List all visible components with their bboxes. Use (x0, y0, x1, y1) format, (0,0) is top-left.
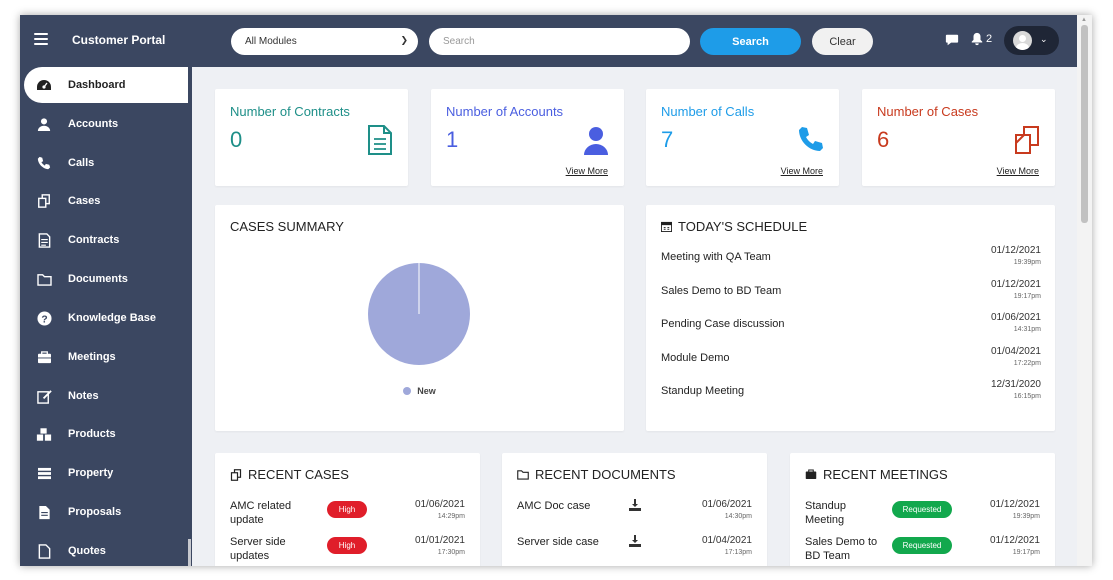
cases-summary-card: CASES SUMMARY New (215, 205, 624, 431)
stat-title: Number of Cases (877, 104, 979, 119)
dashboard-main: Number of Contracts 0 Number of Accounts… (192, 67, 1077, 566)
menu-icon[interactable] (34, 33, 48, 45)
view-more-link[interactable]: View More (996, 166, 1039, 176)
cases-icon (1015, 126, 1039, 154)
file-text-icon (36, 504, 52, 520)
stat-title: Number of Calls (661, 104, 755, 119)
scroll-up-icon[interactable]: ▲ (1081, 17, 1087, 23)
scrollbar-thumb[interactable] (1081, 25, 1088, 223)
stat-value: 6 (877, 127, 890, 152)
stat-value: 1 (446, 127, 459, 152)
briefcase-icon (36, 349, 52, 365)
sidebar: Dashboard Accounts Calls Cases Contracts… (20, 67, 192, 566)
bell-icon (971, 32, 983, 46)
phone-icon (799, 127, 823, 151)
cases-pie-chart (368, 263, 470, 365)
stat-card-calls: Number of Calls 7 View More (646, 89, 839, 186)
sidebar-item-proposals[interactable]: Proposals (24, 494, 188, 530)
page-scrollbar[interactable]: ▲ (1077, 15, 1092, 566)
priority-badge: High (327, 501, 367, 518)
sidebar-item-products[interactable]: Products (24, 416, 188, 452)
notification-count: 2 (986, 33, 993, 45)
notifications[interactable]: 2 (970, 32, 992, 46)
section-title: RECENT DOCUMENTS (517, 467, 676, 482)
sidebar-item-cases[interactable]: Cases (24, 183, 188, 219)
stat-card-contracts: Number of Contracts 0 (215, 89, 408, 186)
sidebar-item-meetings[interactable]: Meetings (24, 339, 188, 375)
legend-label[interactable]: New (417, 386, 436, 396)
section-title: RECENT MEETINGS (805, 467, 948, 482)
sidebar-item-dashboard[interactable]: Dashboard (24, 67, 188, 103)
cubes-icon (36, 426, 52, 442)
schedule-card: TODAY'S SCHEDULE Meeting with QA Team 01/… (646, 205, 1055, 431)
priority-badge: High (327, 537, 367, 554)
stat-value: 0 (230, 127, 243, 152)
user-icon (36, 116, 52, 132)
section-title: RECENT CASES (230, 467, 349, 482)
sidebar-scrollbar[interactable] (188, 539, 191, 566)
sidebar-item-quotes[interactable]: Quotes (24, 533, 188, 566)
sidebar-item-notes[interactable]: Notes (24, 378, 188, 414)
sidebar-item-documents[interactable]: Documents (24, 261, 188, 297)
section-title: CASES SUMMARY (230, 219, 344, 234)
edit-icon (36, 388, 52, 404)
download-icon[interactable] (629, 535, 641, 547)
section-title: TODAY'S SCHEDULE (661, 219, 807, 234)
stat-card-cases: Number of Cases 6 View More (862, 89, 1055, 186)
stat-title: Number of Accounts (446, 104, 564, 119)
phone-icon (36, 155, 52, 171)
stat-card-accounts: Number of Accounts 1 View More (431, 89, 624, 186)
status-badge: Requested (892, 501, 952, 518)
legend-swatch (403, 387, 412, 395)
cases-icon (36, 193, 52, 209)
clear-button[interactable]: Clear (812, 28, 873, 55)
svg-text:?: ? (41, 314, 47, 325)
recent-cases-card: RECENT CASES AMC related update High 01/… (215, 453, 480, 566)
contract-icon (368, 125, 392, 155)
question-icon: ? (36, 310, 52, 326)
recent-meetings-card: RECENT MEETINGS Standup Meeting Requeste… (790, 453, 1055, 566)
chevron-down-icon: ⌄ (1040, 34, 1048, 44)
recent-documents-card: RECENT DOCUMENTS AMC Doc case 01/06/2021… (502, 453, 767, 566)
search-button[interactable]: Search (700, 28, 801, 55)
sidebar-item-contracts[interactable]: Contracts (24, 222, 188, 258)
list-icon (36, 465, 52, 481)
folder-icon (517, 470, 529, 480)
app-window: Customer Portal All Modules ❯ Search Cle… (20, 15, 1092, 566)
folder-icon (36, 271, 52, 287)
chevron-down-icon: ❯ (400, 35, 408, 45)
briefcase-icon (805, 469, 817, 479)
app-title: Customer Portal (72, 33, 166, 47)
sidebar-item-property[interactable]: Property (24, 455, 188, 491)
sidebar-item-knowledge-base[interactable]: ? Knowledge Base (24, 300, 188, 336)
chart-legend: New (215, 386, 624, 396)
dashboard-icon (36, 77, 52, 93)
top-bar: Customer Portal All Modules ❯ Search Cle… (20, 15, 1092, 67)
calendar-icon (661, 221, 672, 232)
module-select-value: All Modules (245, 36, 297, 47)
status-badge: Requested (892, 537, 952, 554)
stat-title: Number of Contracts (230, 104, 350, 119)
view-more-link[interactable]: View More (565, 166, 608, 176)
sidebar-item-calls[interactable]: Calls (24, 145, 188, 181)
stat-value: 7 (661, 127, 674, 152)
file-icon (36, 543, 52, 559)
account-icon (584, 127, 608, 155)
view-more-link[interactable]: View More (780, 166, 823, 176)
document-icon (36, 232, 52, 248)
chat-icon[interactable] (945, 33, 959, 47)
download-icon[interactable] (629, 499, 641, 511)
cases-icon (230, 468, 242, 481)
user-menu[interactable]: ⌄ (1004, 26, 1059, 55)
module-select[interactable]: All Modules ❯ (231, 28, 418, 55)
sidebar-item-accounts[interactable]: Accounts (24, 106, 188, 142)
search-input[interactable] (429, 28, 690, 55)
avatar (1013, 31, 1032, 50)
